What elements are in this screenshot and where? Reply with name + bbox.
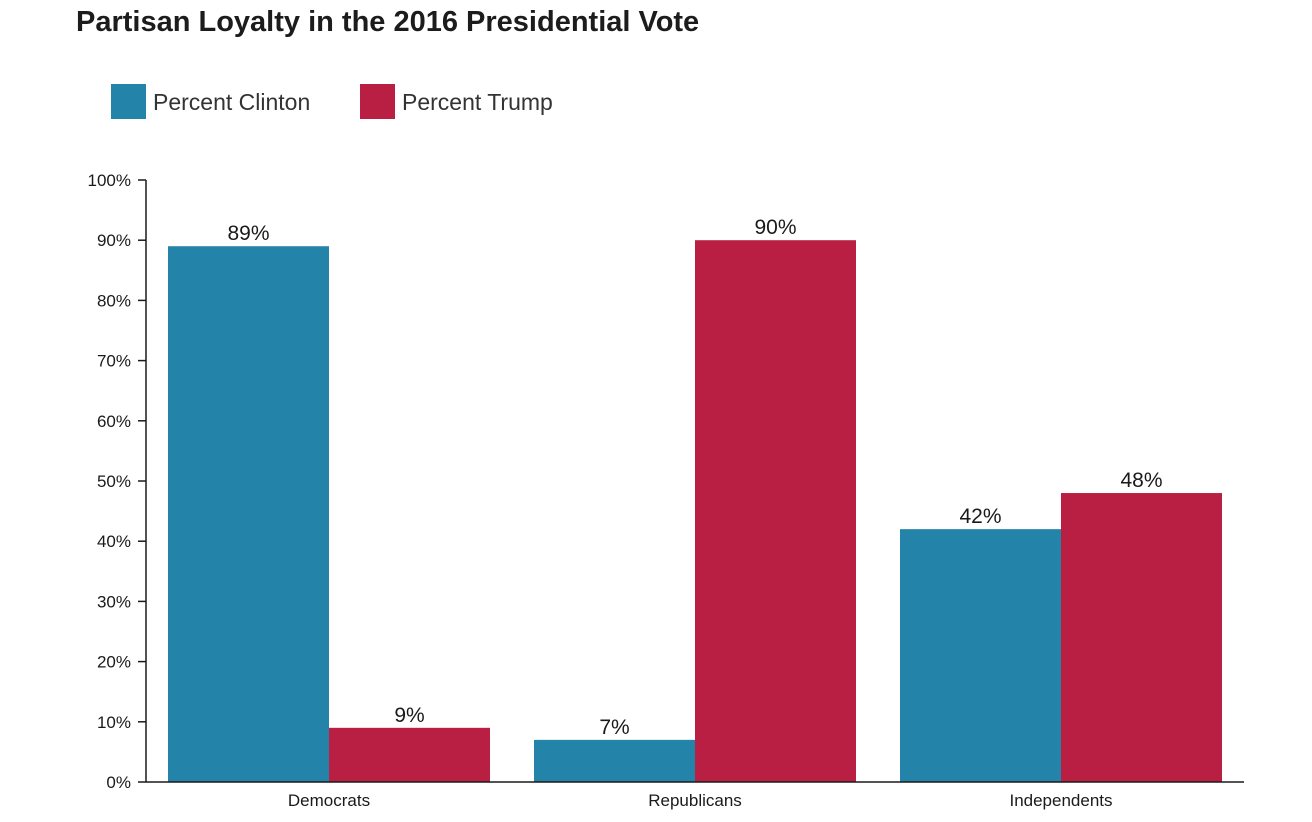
x-tick-label-democrats: Democrats (288, 791, 370, 810)
legend-swatch-percent-clinton (111, 84, 146, 119)
bars-group: 89% 9% 7% 90% 42% 48% (168, 216, 1222, 783)
bar-democrats-percent-trump (329, 727, 490, 782)
y-tick-label: 50% (97, 472, 131, 491)
y-tick-label: 100% (88, 171, 131, 190)
y-tick-label: 70% (97, 352, 131, 371)
x-tick-label-independents: Independents (1009, 791, 1112, 810)
data-label-independents-percent-trump: 48% (1120, 469, 1162, 492)
legend-swatch-percent-trump (360, 84, 395, 119)
data-label-independents-percent-clinton: 42% (959, 505, 1001, 528)
chart-title: Partisan Loyalty in the 2016 Presidentia… (76, 6, 700, 38)
bar-independents-percent-clinton (900, 529, 1061, 782)
y-tick-label: 80% (97, 291, 131, 310)
y-tick-label: 90% (97, 231, 131, 250)
x-axis: Democrats Republicans Independents (146, 781, 1244, 810)
x-tick-label-republicans: Republicans (648, 791, 742, 810)
data-label-democrats-percent-clinton: 89% (227, 222, 269, 245)
chart-legend: Percent Clinton Percent Trump (111, 84, 553, 119)
bar-democrats-percent-clinton (168, 246, 329, 783)
legend-label-percent-clinton: Percent Clinton (153, 89, 310, 115)
legend-label-percent-trump: Percent Trump (402, 89, 553, 115)
y-axis: 0% 10% 20% 30% 40% 50% 60% 70% 80% 90% 100% (88, 171, 147, 792)
data-label-republicans-percent-clinton: 7% (599, 716, 629, 739)
bar-republicans-percent-trump (695, 240, 856, 782)
y-tick-label: 30% (97, 592, 131, 611)
bar-republicans-percent-clinton (534, 739, 695, 782)
y-tick-label: 0% (106, 773, 131, 792)
data-label-democrats-percent-trump: 9% (394, 704, 424, 727)
data-label-republicans-percent-trump: 90% (754, 216, 796, 239)
y-tick-label: 40% (97, 532, 131, 551)
bar-independents-percent-trump (1061, 493, 1222, 782)
y-tick-label: 60% (97, 412, 131, 431)
y-tick-label: 10% (97, 713, 131, 732)
y-tick-label: 20% (97, 653, 131, 672)
